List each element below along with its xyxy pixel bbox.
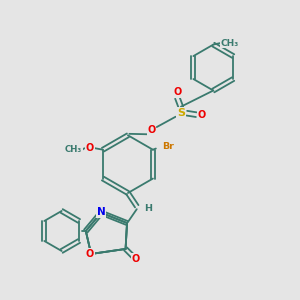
Text: CH₃: CH₃	[65, 145, 82, 154]
Text: N: N	[97, 207, 106, 217]
Text: O: O	[85, 143, 94, 153]
Text: S: S	[177, 108, 185, 118]
Text: O: O	[198, 110, 206, 120]
Text: CH₃: CH₃	[220, 39, 238, 48]
Text: H: H	[144, 204, 152, 213]
Text: O: O	[132, 254, 140, 264]
Text: O: O	[85, 249, 94, 259]
Text: O: O	[147, 125, 156, 135]
Text: Br: Br	[162, 142, 174, 151]
Text: O: O	[173, 87, 181, 97]
